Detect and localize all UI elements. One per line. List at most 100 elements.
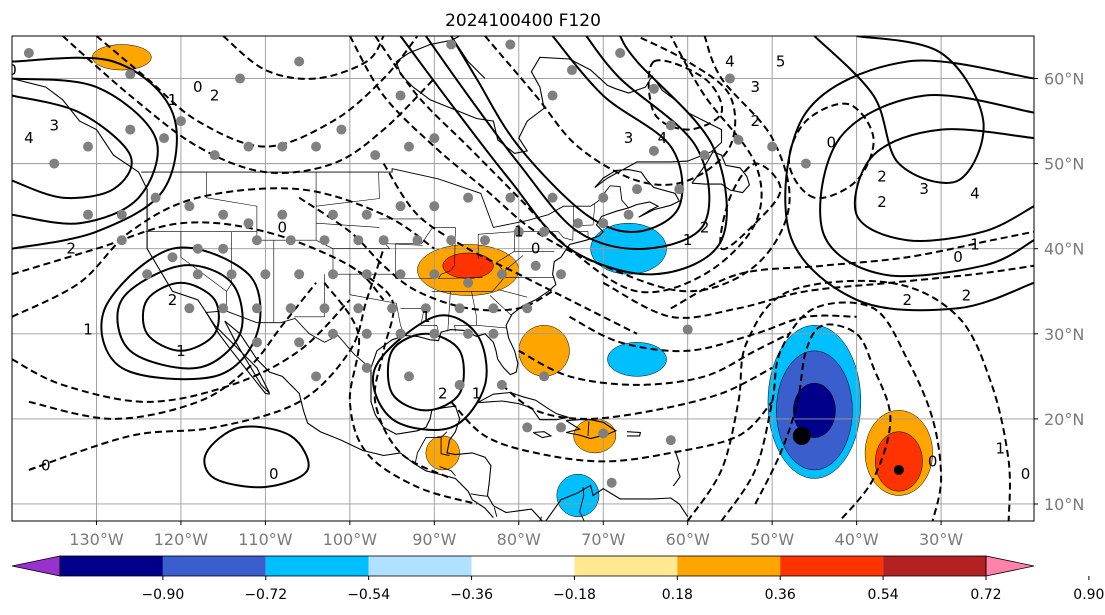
fill-region [573,418,617,454]
storm-marker [893,464,904,475]
station-dot [294,269,305,280]
station-dot [23,48,34,59]
x-tick-label: 40°W [835,530,879,549]
contour-label: 2 [877,167,887,185]
contour-label: 2 [168,291,178,309]
contour-label: 0 [827,133,837,151]
station-dot [311,371,322,382]
border-line [205,310,372,370]
station-dot [615,48,626,59]
station-dot [319,303,330,314]
border-line [414,431,448,465]
station-dot [243,218,254,229]
colorbar-frame [59,555,987,577]
station-dot [724,73,735,84]
station-dot [665,120,676,131]
station-dot [361,209,372,220]
colorbar-segment [574,556,678,576]
state-line [349,274,406,336]
y-tick-label: 30°N [1044,325,1084,344]
colorbar-tick-label: −0.54 [347,587,390,603]
colorbar-tick-label: −0.90 [141,587,184,603]
contour-label: 2 [877,193,887,211]
station-dot [49,158,60,169]
state-line [294,274,325,318]
state-line [489,295,513,317]
coastline [370,36,723,376]
border-line [141,168,629,228]
solid-contour [116,264,244,370]
station-dot [648,145,659,156]
contour-label: 1 [472,384,482,402]
dashed-contour [501,366,773,420]
station-dot [539,226,550,237]
fill-region [442,252,494,279]
station-dot [572,218,583,229]
contour-label: 1 [514,223,524,241]
solid-contour [399,36,728,276]
station-dot [251,303,262,314]
solid-contour [450,36,684,233]
coastline [370,367,543,521]
contour-label: 1 [970,235,980,253]
station-dot [125,69,136,80]
map-frame [11,35,1035,522]
contour-label: 5 [776,53,786,71]
station-dot [116,209,127,220]
station-dot [556,422,567,433]
station-dot [226,269,237,280]
colorbar-tick-label: −0.36 [450,587,493,603]
x-tick-label: 110°W [238,530,293,549]
x-tick-label: 90°W [412,530,456,549]
station-dot [277,141,288,152]
dashed-contour [569,314,857,353]
station-dot [488,328,499,339]
dashed-contour [374,36,763,294]
coastline [626,431,642,437]
state-line [496,251,524,273]
station-dot [218,209,229,220]
contour-label: 0 [953,248,963,266]
contour-label: 0 [928,452,938,470]
state-line [180,231,227,311]
station-dot [488,303,499,314]
coastline [12,77,271,394]
coastline [672,450,681,487]
station-dot [522,303,533,314]
contour-label: 2 [962,287,972,305]
colorbar-tick-label: −0.18 [553,587,596,603]
station-dot [285,303,296,314]
solid-contour [386,332,465,412]
x-axis-ticks: 130°W 120°W 110°W 100°W 90°W 80°W 70°W 60°W 50°W… [69,521,963,549]
station-dot [446,235,457,246]
y-tick-label: 40°N [1044,240,1084,259]
colorbar-segment [883,556,986,576]
station-dot [218,303,229,314]
border-line [470,493,488,497]
contour-label: 3 [750,78,760,96]
station-dot [395,269,406,280]
contour-label: 1 [683,231,693,249]
colorbar-tick-label: 0.90 [1073,587,1104,603]
contour-label: 0 [278,218,288,236]
contour-label: 2 [438,384,448,402]
station-dot [403,141,414,152]
station-dot [235,73,246,84]
station-dot [429,201,440,212]
colorbar: −0.90 −0.72 −0.54 −0.36 −0.18 0.18 0.36 0.54 0.7… [11,555,1104,603]
solid-contour [100,246,262,381]
colorbar-tick-label: 0.54 [868,587,899,603]
y-axis-ticks: 10°N 20°N 30°N 40°N 50°N 60°N [1034,70,1084,514]
station-dot [665,435,676,446]
dashed-contour [450,401,773,463]
station-dot [159,133,170,144]
station-dot [547,192,558,203]
colorbar-tick-label: 0.72 [970,587,1001,603]
station-dot [513,226,524,237]
station-dot [353,303,364,314]
station-dot [361,269,372,280]
state-line [395,227,456,275]
colorbar-segment [677,556,781,576]
station-dot [454,303,465,314]
y-tick-label: 50°N [1044,155,1084,174]
